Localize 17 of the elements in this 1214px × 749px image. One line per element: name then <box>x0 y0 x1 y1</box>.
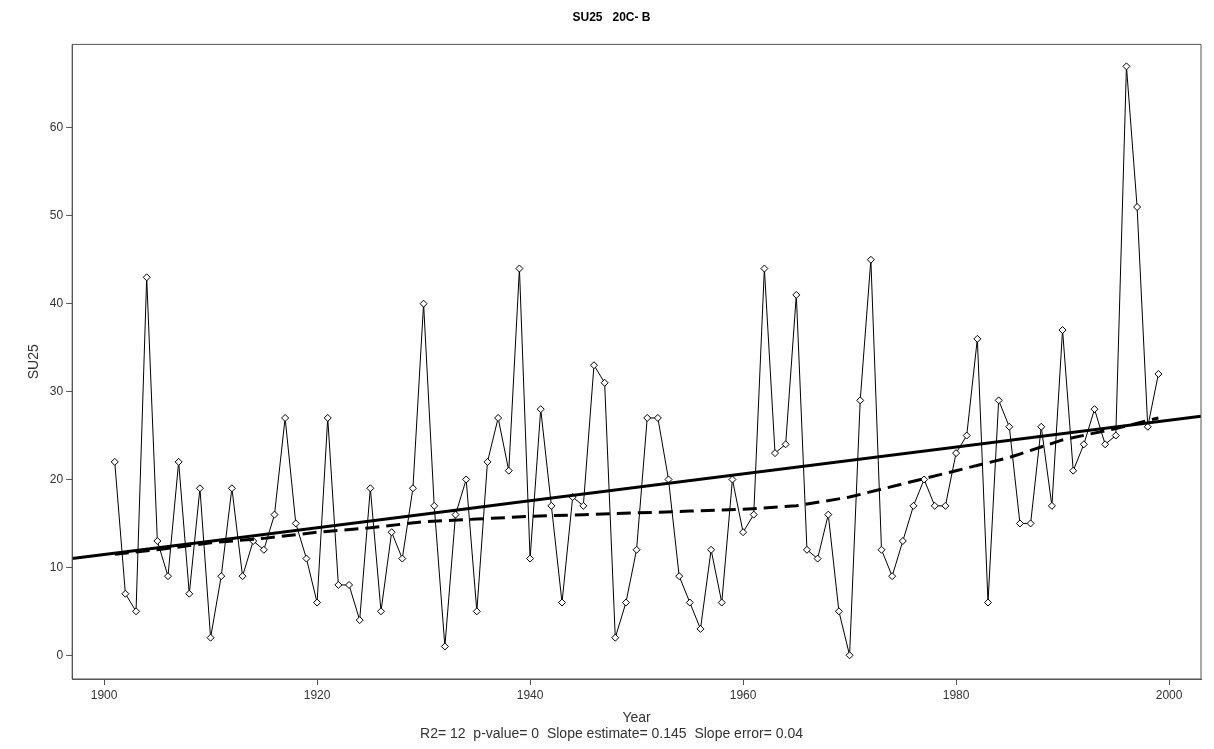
text: R2= 12 p-value= 0 Slope estimate= 0.145 Slope error= 0.04 <box>420 725 804 742</box>
x-axis-title: Year <box>622 708 652 725</box>
chart-title: SU25 20C- B <box>572 9 651 24</box>
x-tick-label: 1960 <box>729 687 757 702</box>
y-tick-label: 30 <box>49 383 64 398</box>
x-tick-label: 1980 <box>942 687 970 702</box>
y-tick-label: 10 <box>49 559 64 574</box>
y-tick-label: 40 <box>49 296 64 310</box>
y-axis-title: SU25 <box>25 343 42 380</box>
x-tick-label: 2000 <box>1155 687 1183 702</box>
y-tick-label: 20 <box>49 471 64 486</box>
y-tick-label: 50 <box>49 208 64 223</box>
x-tick-label: 1940 <box>516 687 544 702</box>
x-tick-label: 1920 <box>303 687 331 702</box>
y-tick-label: 60 <box>49 120 64 135</box>
x-tick-label: 1900 <box>90 687 118 702</box>
y-tick-label: 0 <box>56 647 64 662</box>
